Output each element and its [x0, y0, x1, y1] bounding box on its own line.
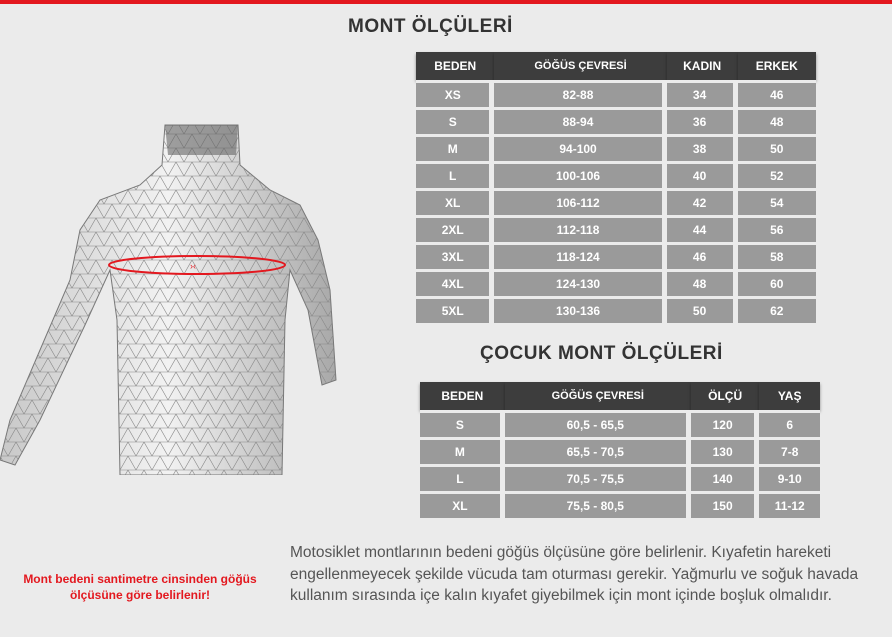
table-cell: 118-124: [494, 242, 667, 269]
size-note: Mont bedeni santimetre cinsinden göğüs ö…: [23, 572, 257, 602]
table-cell: 50: [737, 134, 816, 161]
chest-measurement-line: [108, 255, 286, 275]
column-header: ERKEK: [737, 52, 816, 80]
table-cell: XL: [420, 491, 505, 518]
column-header: BEDEN: [420, 382, 505, 410]
column-header: GÖĞÜS ÇEVRESİ: [504, 382, 691, 410]
table-row: XL 75,5 - 80,5 150 11-12: [420, 491, 820, 518]
table-cell: 42: [666, 188, 738, 215]
table-cell: 94-100: [494, 134, 667, 161]
adult-size-table: BEDEN GÖĞÜS ÇEVRESİ KADIN ERKEK XS 82-88 34 46 S…: [416, 52, 816, 323]
table-cell: 65,5 - 70,5: [504, 437, 691, 464]
table-row: M 94-100 38 50: [416, 134, 816, 161]
table-row: S 88-94 36 48: [416, 107, 816, 134]
table-cell: 62: [737, 296, 816, 323]
table-cell: 50: [666, 296, 738, 323]
table-cell: S: [420, 410, 505, 437]
table-cell: 150: [690, 491, 760, 518]
table-row: L 70,5 - 75,5 140 9-10: [420, 464, 820, 491]
child-size-table: BEDEN GÖĞÜS ÇEVRESİ ÖLÇÜ YAŞ S 60,5 - 65,5 120…: [420, 382, 820, 518]
table-cell: 2XL: [416, 215, 495, 242]
table-cell: 46: [666, 242, 738, 269]
table-row: XL 106-112 42 54: [416, 188, 816, 215]
table-cell: 60,5 - 65,5: [504, 410, 691, 437]
table-cell: 130: [690, 437, 760, 464]
table-cell: 70,5 - 75,5: [504, 464, 691, 491]
table-row: 2XL 112-118 44 56: [416, 215, 816, 242]
table-cell: M: [416, 134, 495, 161]
column-header: KADIN: [666, 52, 738, 80]
table-cell: 75,5 - 80,5: [504, 491, 691, 518]
table-cell: 56: [737, 215, 816, 242]
table-cell: L: [420, 464, 505, 491]
table-cell: S: [416, 107, 495, 134]
table-cell: 52: [737, 161, 816, 188]
table-cell: 82-88: [494, 80, 667, 107]
child-size-title: ÇOCUK MONT ÖLÇÜLERİ: [480, 343, 723, 364]
table-cell: 11-12: [759, 491, 820, 518]
table-cell: 36: [666, 107, 738, 134]
table-cell: 46: [737, 80, 816, 107]
table-cell: 106-112: [494, 188, 667, 215]
table-cell: 60: [737, 269, 816, 296]
table-cell: 130-136: [494, 296, 667, 323]
table-row: XS 82-88 34 46: [416, 80, 816, 107]
table-cell: 58: [737, 242, 816, 269]
table-row: L 100-106 40 52: [416, 161, 816, 188]
table-cell: M: [420, 437, 505, 464]
table-cell: 48: [666, 269, 738, 296]
top-accent-bar: [0, 0, 892, 4]
table-cell: L: [416, 161, 495, 188]
table-cell: 100-106: [494, 161, 667, 188]
table-cell: 4XL: [416, 269, 495, 296]
table-cell: 3XL: [416, 242, 495, 269]
table-cell: 120: [690, 410, 760, 437]
adult-size-title: MONT ÖLÇÜLERİ: [348, 16, 513, 37]
torso-mesh-illustration: ›‹: [0, 124, 337, 475]
table-cell: XL: [416, 188, 495, 215]
table-row: 4XL 124-130 48 60: [416, 269, 816, 296]
table-cell: 140: [690, 464, 760, 491]
table-cell: 38: [666, 134, 738, 161]
column-header: GÖĞÜS ÇEVRESİ: [494, 52, 667, 80]
table-cell: 6: [759, 410, 820, 437]
column-header: YAŞ: [759, 382, 820, 410]
table-cell: 124-130: [494, 269, 667, 296]
table-cell: 5XL: [416, 296, 495, 323]
table-cell: 48: [737, 107, 816, 134]
size-description: Motosiklet montlarının bedeni göğüs ölçü…: [290, 544, 859, 604]
table-cell: 34: [666, 80, 738, 107]
table-cell: 40: [666, 161, 738, 188]
table-row: 3XL 118-124 46 58: [416, 242, 816, 269]
table-cell: 7-8: [759, 437, 820, 464]
table-cell: 54: [737, 188, 816, 215]
table-cell: 44: [666, 215, 738, 242]
table-row: S 60,5 - 65,5 120 6: [420, 410, 820, 437]
measure-arrows-icon: ›‹: [190, 261, 196, 271]
table-cell: 112-118: [494, 215, 667, 242]
column-header: ÖLÇÜ: [690, 382, 760, 410]
table-cell: 9-10: [759, 464, 820, 491]
column-header: BEDEN: [416, 52, 495, 80]
table-cell: 88-94: [494, 107, 667, 134]
table-cell: XS: [416, 80, 495, 107]
table-row: 5XL 130-136 50 62: [416, 296, 816, 323]
table-row: M 65,5 - 70,5 130 7-8: [420, 437, 820, 464]
